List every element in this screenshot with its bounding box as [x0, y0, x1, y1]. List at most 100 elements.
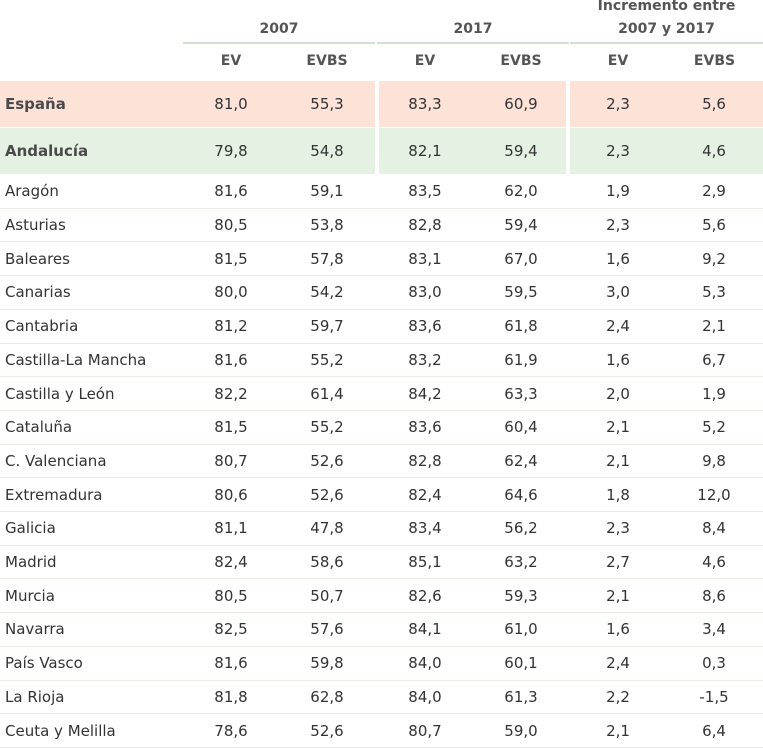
value-cell: 61,8: [504, 317, 538, 336]
value-cell: 83,6: [408, 317, 442, 336]
value-cell: 62,0: [504, 182, 538, 201]
region-label: Asturias: [5, 216, 66, 235]
value-cell: 2,1: [606, 721, 630, 740]
value-cell: 55,3: [310, 95, 344, 113]
header-group-2007: 2007: [259, 21, 299, 37]
value-cell: 84,2: [408, 384, 442, 403]
value-cell: 9,2: [702, 249, 726, 268]
value-cell: 60,9: [504, 95, 538, 113]
region-label: Castilla-La Mancha: [5, 350, 147, 369]
header-group-2017: 2017: [453, 21, 493, 37]
value-cell: 82,6: [408, 586, 442, 605]
column-separator: [375, 81, 379, 127]
region-label: España: [5, 95, 66, 113]
region-label: Baleares: [5, 249, 70, 268]
value-cell: 81,6: [214, 654, 248, 673]
value-cell: 79,8: [214, 142, 248, 160]
value-cell: 61,0: [504, 620, 538, 639]
value-cell: 5,2: [702, 418, 726, 437]
value-cell: 82,4: [408, 485, 442, 504]
value-cell: 5,3: [702, 283, 726, 302]
value-cell: 1,8: [606, 485, 630, 504]
column-header-evbs-2007: EVBS: [306, 53, 348, 69]
value-cell: 60,4: [504, 418, 538, 437]
value-cell: 2,3: [606, 142, 630, 160]
column-separator: [566, 81, 570, 127]
value-cell: 82,1: [408, 142, 442, 160]
value-cell: 8,4: [702, 519, 726, 538]
value-cell: 6,7: [702, 350, 726, 369]
value-cell: 54,2: [310, 283, 344, 302]
value-cell: 83,2: [408, 350, 442, 369]
value-cell: 2,3: [606, 95, 630, 113]
value-cell: 1,6: [606, 350, 630, 369]
header-group-increment-line1: Incremento entre: [597, 0, 736, 14]
region-label: Canarias: [5, 283, 71, 302]
value-cell: 59,7: [310, 317, 344, 336]
value-cell: 81,5: [214, 249, 248, 268]
region-label: Aragón: [5, 182, 59, 201]
espana-highlight-band: [0, 81, 763, 127]
value-cell: 2,1: [606, 451, 630, 470]
value-cell: 84,1: [408, 620, 442, 639]
value-cell: 59,3: [504, 586, 538, 605]
row-divider: [0, 477, 763, 479]
value-cell: 52,6: [310, 485, 344, 504]
value-cell: 82,8: [408, 216, 442, 235]
value-cell: 80,7: [214, 451, 248, 470]
value-cell: 63,3: [504, 384, 538, 403]
row-divider: [0, 207, 763, 209]
value-cell: 6,4: [702, 721, 726, 740]
value-cell: 1,9: [702, 384, 726, 403]
column-separator: [375, 128, 379, 174]
value-cell: 62,8: [310, 687, 344, 706]
region-label: Castilla y León: [5, 384, 115, 403]
value-cell: 2,7: [606, 553, 630, 572]
value-cell: 64,6: [504, 485, 538, 504]
value-cell: 63,2: [504, 553, 538, 572]
region-label: La Rioja: [5, 687, 65, 706]
value-cell: 2,9: [702, 182, 726, 201]
row-divider: [0, 679, 763, 681]
column-header-ev-increment: EV: [607, 53, 629, 69]
value-cell: 9,8: [702, 451, 726, 470]
value-cell: 4,6: [702, 553, 726, 572]
value-cell: 2,2: [606, 687, 630, 706]
row-divider: [0, 308, 763, 310]
value-cell: 58,6: [310, 553, 344, 572]
value-cell: 82,2: [214, 384, 248, 403]
value-cell: 81,8: [214, 687, 248, 706]
value-cell: 60,1: [504, 654, 538, 673]
value-cell: 57,6: [310, 620, 344, 639]
value-cell: 80,5: [214, 586, 248, 605]
value-cell: 83,5: [408, 182, 442, 201]
value-cell: 2,4: [606, 654, 630, 673]
value-cell: 83,6: [408, 418, 442, 437]
value-cell: 83,1: [408, 249, 442, 268]
header-rule-2007: [183, 42, 375, 44]
region-label: Cantabria: [5, 317, 79, 336]
row-divider: [0, 612, 763, 614]
value-cell: 85,1: [408, 553, 442, 572]
value-cell: 1,9: [606, 182, 630, 201]
value-cell: 59,8: [310, 654, 344, 673]
value-cell: 4,6: [702, 142, 726, 160]
column-header-ev-2017: EV: [414, 53, 436, 69]
value-cell: 80,0: [214, 283, 248, 302]
row-divider: [0, 713, 763, 715]
value-cell: 82,8: [408, 451, 442, 470]
value-cell: 82,4: [214, 553, 248, 572]
value-cell: 83,4: [408, 519, 442, 538]
value-cell: 2,3: [606, 519, 630, 538]
value-cell: 47,8: [310, 519, 344, 538]
value-cell: 5,6: [702, 95, 726, 113]
value-cell: 61,9: [504, 350, 538, 369]
header-rule-increment: [570, 42, 763, 44]
value-cell: 80,7: [408, 721, 442, 740]
value-cell: 1,6: [606, 249, 630, 268]
value-cell: 57,8: [310, 249, 344, 268]
andalucia-highlight-band: [0, 128, 763, 174]
value-cell: 78,6: [214, 721, 248, 740]
value-cell: 82,5: [214, 620, 248, 639]
value-cell: 50,7: [310, 586, 344, 605]
